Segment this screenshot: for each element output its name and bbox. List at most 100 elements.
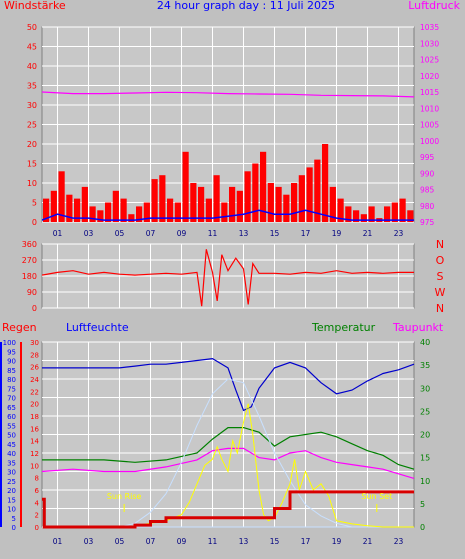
wind-bar [143, 202, 150, 222]
wind-bar [221, 202, 228, 222]
climate-x-tick-label: 03 [84, 537, 94, 546]
humidity-y-tick-label: 95 [7, 348, 16, 356]
wind-x-tick-label: 17 [301, 229, 311, 238]
compass-label: N [436, 302, 444, 315]
wind-bar [322, 144, 329, 222]
wind-bar [337, 198, 344, 222]
climate-x-tick-label: 23 [394, 537, 404, 546]
wind-y-tick-label: 30 [27, 101, 37, 110]
dewpoint-axis-title: Taupunkt [392, 321, 444, 334]
wind-bar [306, 167, 313, 222]
rain-y-tick-label: 8 [35, 475, 39, 483]
rain-axis-bar [20, 342, 22, 527]
wind-bar [112, 190, 119, 222]
wind-y-tick-label: 20 [27, 140, 37, 149]
humidity-y-tick-label: 20 [7, 487, 16, 495]
compass-label: O [436, 254, 445, 267]
pressure-y-tick-label: 1020 [420, 72, 439, 81]
temperatur-line [42, 427, 415, 470]
climate-x-tick-label: 21 [363, 537, 373, 546]
humidity-y-tick-label: 65 [7, 404, 16, 412]
humidity-axis-bar [0, 342, 2, 527]
humidity-y-tick-label: 70 [7, 395, 16, 403]
strahlung-line [122, 403, 414, 528]
temperature-y-tick-label: 0 [420, 523, 425, 532]
wind-bar [136, 206, 143, 222]
wind-bar [314, 159, 321, 222]
pressure-y-tick-label: 1010 [420, 104, 439, 113]
wind-y-tick-label: 10 [27, 179, 37, 188]
humidity-y-tick-label: 15 [7, 496, 16, 504]
humidity-y-tick-label: 90 [7, 358, 16, 366]
wind-bar [43, 198, 50, 222]
wind-bar [345, 206, 352, 222]
wind-x-tick-label: 03 [84, 229, 94, 238]
wind-x-tick-label: 01 [53, 229, 63, 238]
humidity-y-tick-label: 45 [7, 441, 16, 449]
rain-line [42, 490, 414, 529]
humidity-y-tick-label: 85 [7, 367, 16, 375]
climate-x-tick-label: 17 [301, 537, 311, 546]
wind-y-tick-label: 5 [32, 199, 37, 208]
temperature-y-tick-label: 35 [420, 361, 430, 370]
temperature-y-tick-label: 25 [420, 407, 430, 416]
direction-line [41, 249, 414, 307]
humidity-y-tick-label: 40 [7, 450, 16, 458]
wind-y-tick-label: 45 [27, 43, 37, 52]
wind-bar [399, 198, 406, 222]
rain-y-tick-label: 6 [35, 487, 40, 495]
wind-x-tick-label: 19 [332, 229, 342, 238]
humidity-y-tick-label: 0 [12, 524, 16, 532]
wind-y-tick-label: 15 [27, 160, 37, 169]
wind-bar [205, 198, 212, 222]
direction-y-tick-label: 360 [22, 240, 37, 249]
wind-bar [244, 171, 251, 222]
wind-x-tick-label: 07 [146, 229, 156, 238]
wind-x-tick-label: 11 [208, 229, 218, 238]
wind-bar [213, 175, 220, 222]
humidity-y-tick-label: 55 [7, 422, 16, 430]
humidity-y-tick-label: 30 [7, 469, 16, 477]
temperature-y-tick-label: 40 [420, 338, 430, 347]
wind-bar [360, 214, 367, 222]
temperature-y-tick-label: 10 [420, 477, 430, 486]
wind-bar [229, 186, 236, 222]
wind-average-line [41, 209, 414, 221]
sunshine-curve [119, 378, 383, 528]
pressure-y-tick-label: 1000 [420, 137, 439, 146]
wind-x-tick-label: 23 [394, 229, 404, 238]
rain-y-tick-label: 20 [30, 401, 39, 409]
wind-x-tick-label: 05 [115, 229, 125, 238]
pressure-y-tick-label: 985 [420, 186, 435, 195]
humidity-y-tick-label: 35 [7, 459, 16, 467]
wind-bar [298, 175, 305, 222]
wind-bar [81, 186, 88, 222]
wind-y-tick-label: 25 [27, 121, 37, 130]
climate-x-tick-label: 09 [177, 537, 187, 546]
wind-y-tick-label: 35 [27, 82, 37, 91]
wind-bar [58, 171, 65, 222]
wind-y-tick-label: 50 [27, 23, 37, 32]
wind-bar [128, 214, 135, 222]
temperature-axis-title: Temperatur [311, 321, 376, 334]
rain-y-tick-label: 10 [30, 462, 39, 470]
wind-y-tick-label: 0 [32, 218, 37, 227]
wind-bar [368, 206, 375, 222]
pressure-y-tick-label: 1030 [420, 39, 439, 48]
wind-bar [174, 202, 181, 222]
wind-bar [190, 183, 197, 222]
rain-y-tick-label: 16 [30, 425, 39, 433]
rain-y-tick-label: 24 [30, 376, 39, 384]
climate-x-tick-label: 05 [115, 537, 125, 546]
pressure-axis-title: Luftdruck [408, 0, 460, 12]
temperature-y-tick-label: 30 [420, 384, 430, 393]
rain-y-tick-label: 2 [35, 512, 39, 520]
compass-label: N [436, 238, 444, 251]
wind-x-tick-label: 09 [177, 229, 187, 238]
wind-bar [384, 206, 391, 222]
wind-bar [151, 179, 158, 222]
wind-bar [291, 183, 298, 222]
pressure-y-tick-label: 1025 [420, 56, 439, 65]
taupunkt-line [41, 447, 415, 479]
wind-x-tick-label: 21 [363, 229, 373, 238]
